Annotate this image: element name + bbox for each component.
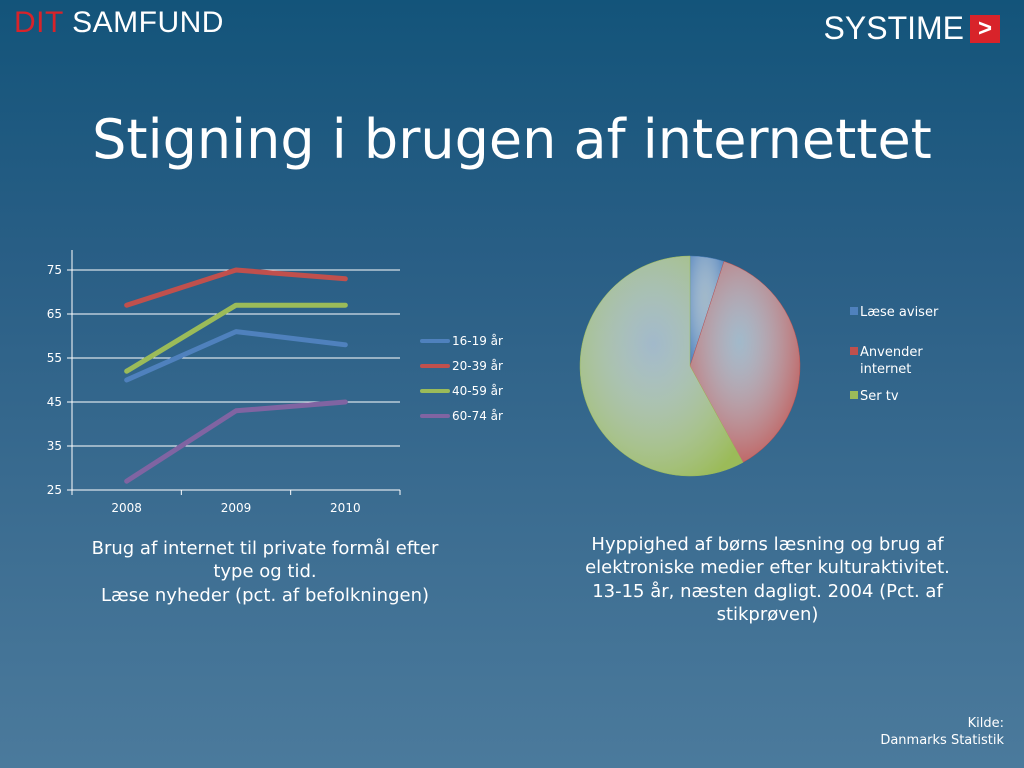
- legend-label: Ser tv: [860, 389, 899, 404]
- pie-slice: [689, 261, 801, 463]
- source-label: Kilde:: [967, 716, 1004, 731]
- caption-line: Læse nyheder (pct. af befolkningen): [101, 584, 429, 606]
- slide-title: Stigning i brugen af internettet: [92, 108, 932, 171]
- x-tick-label: 2008: [111, 501, 142, 515]
- y-tick-label: 55: [47, 351, 62, 365]
- y-tick-label: 45: [47, 395, 62, 409]
- caption-line: stikprøven): [716, 604, 819, 626]
- caption-line: Hyppighed af børns læsning og brug af: [591, 534, 944, 555]
- source-note: Kilde: Danmarks Statistik: [880, 716, 1004, 750]
- pie-slice: [579, 255, 744, 477]
- brand-logo-systime: SYSTIME >: [824, 10, 1000, 47]
- caption-line: Brug af internet til private formål efte…: [91, 538, 439, 559]
- series-line: [124, 399, 348, 484]
- line-chart: 25 35 45 55 65 75 2008 2009 2010 16-19 år 20-39 år…: [47, 250, 503, 515]
- legend-swatch: [850, 391, 858, 399]
- y-tick-label: 65: [47, 307, 62, 321]
- y-tick-label: 35: [47, 439, 62, 453]
- x-tick-label: 2010: [330, 501, 361, 515]
- arrow-icon: >: [970, 14, 1000, 43]
- legend-label: 60-74 år: [452, 409, 503, 423]
- brand-systime: SYSTIME: [823, 10, 964, 46]
- y-tick-label: 75: [47, 263, 62, 277]
- caption-line: type og tid.: [213, 561, 317, 583]
- series-line: [124, 329, 348, 383]
- brand-samfund: SAMFUND: [72, 6, 224, 39]
- legend-label: Læse aviser: [860, 305, 939, 320]
- brand-dit: DIT: [14, 6, 64, 39]
- y-tick-label: 25: [47, 483, 62, 497]
- legend-swatch: [850, 307, 858, 315]
- legend-label: 40-59 år: [452, 384, 503, 398]
- legend-label: Anvender: [860, 345, 923, 360]
- legend-label: 16-19 år: [452, 334, 503, 348]
- caption-line: 13-15 år, næsten dagligt. 2004 (Pct. af: [592, 580, 943, 602]
- pie-chart: Læse aviser Anvender internet Ser tv: [579, 255, 939, 477]
- brand-logo-dit-samfund: DIT SAMFUND: [14, 6, 224, 40]
- x-tick-label: 2009: [221, 501, 252, 515]
- legend-swatch: [850, 347, 858, 355]
- series-line: [124, 302, 348, 374]
- line-chart-caption: Brug af internet til private formål efte…: [70, 537, 460, 607]
- caption-line: elektroniske medier efter kulturaktivite…: [585, 557, 950, 579]
- legend-label: internet: [860, 362, 911, 377]
- series-line: [124, 267, 348, 308]
- source-name: Danmarks Statistik: [880, 732, 1004, 748]
- legend-label: 20-39 år: [452, 359, 503, 373]
- pie-chart-caption: Hyppighed af børns læsning og brug af el…: [560, 533, 975, 627]
